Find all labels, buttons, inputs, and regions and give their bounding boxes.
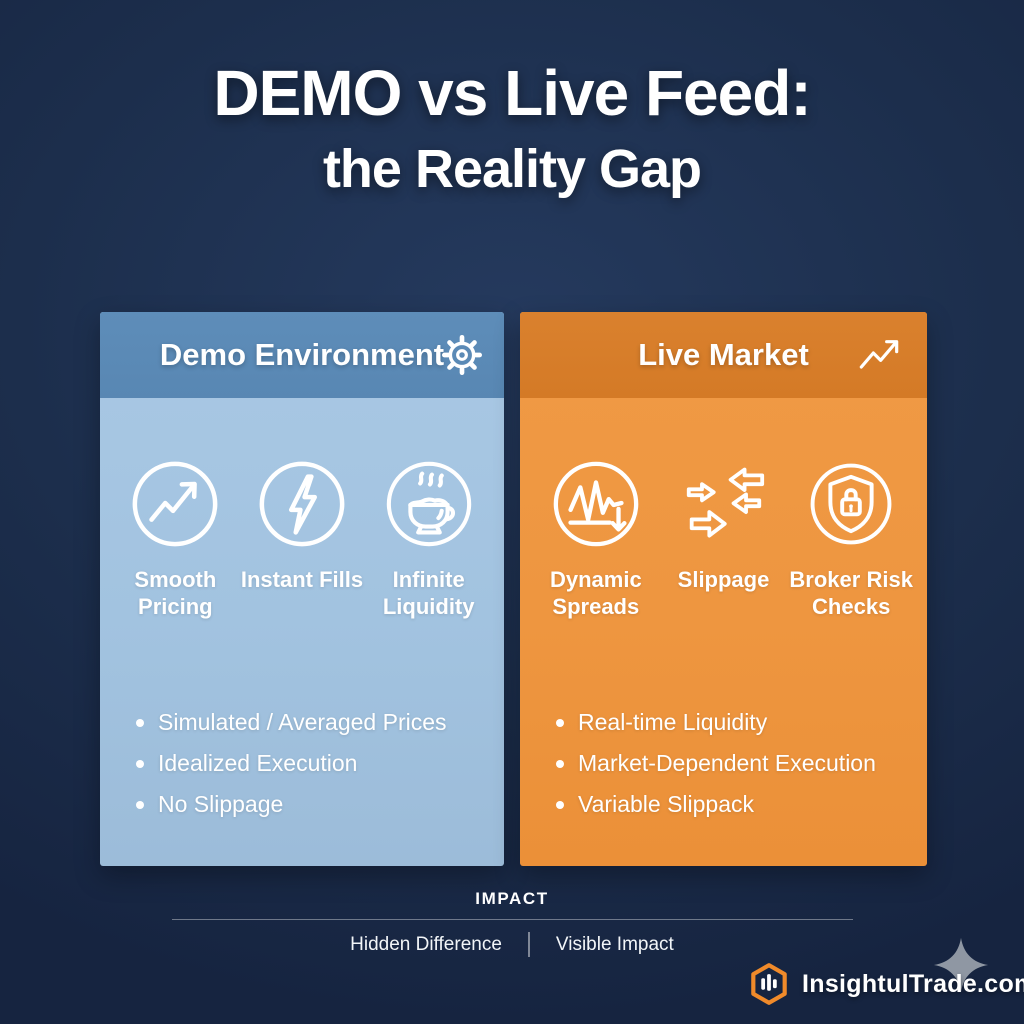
gear-icon: [442, 335, 482, 375]
feature-label: Instant Fills: [240, 567, 364, 592]
demo-panel-header: Demo Environment: [100, 312, 504, 398]
trend-up-chart-icon: [128, 456, 222, 552]
bullet-dot: [556, 719, 564, 727]
impact-left-label: Hidden Difference: [350, 933, 502, 955]
bullet-dot: [556, 759, 564, 768]
list-item: Market-Dependent Execution: [556, 749, 919, 779]
impact-labels-row: Hidden Difference Visible Impact: [0, 932, 1024, 957]
live-features: Dynamic Spreads Slippage: [520, 398, 927, 621]
title-line-2: the Reality Gap: [322, 139, 702, 199]
coffee-cup-icon: [382, 456, 476, 552]
title-line-1: DEMO vs Live Feed:: [213, 57, 811, 129]
feature-broker-risk-checks: Broker Risk Checks: [787, 456, 915, 621]
opposing-arrows-icon: [677, 456, 771, 552]
live-panel-header: Live Market: [520, 312, 927, 398]
feature-label: Broker Risk Checks: [789, 567, 913, 619]
shield-lock-icon: [806, 456, 896, 552]
impact-divider: [527, 932, 530, 957]
live-bullet-list: Real-time Liquidity Market-Dependent Exe…: [556, 708, 919, 831]
impact-section: IMPACT Hidden Difference Visible Impact: [0, 889, 1024, 957]
feature-label: Smooth Pricing: [134, 567, 217, 619]
bullet-dot: [136, 719, 144, 727]
sparkle-icon: [930, 934, 992, 996]
brand-name: InsightulTrade.com: [802, 969, 1024, 998]
bullet-dot: [136, 800, 144, 809]
impact-heading: IMPACT: [475, 889, 549, 908]
brand-footer: InsightulTrade.com: [746, 961, 1024, 1007]
hexagon-bars-logo-icon: [746, 961, 792, 1007]
live-panel: Live Market Dynami: [520, 312, 927, 866]
feature-label: Dynamic Spreads: [549, 567, 642, 619]
page-title: DEMO vs Live Feed: the Reality Gap: [0, 56, 1024, 200]
volatility-wave-icon: [549, 456, 643, 552]
list-item: Real-time Liquidity: [556, 708, 919, 738]
demo-features: Smooth Pricing Instant Fills: [100, 398, 504, 621]
live-panel-title: Live Market: [638, 337, 809, 372]
impact-right-label: Visible Impact: [555, 933, 674, 955]
feature-instant-fills: Instant Fills: [239, 456, 366, 621]
lightning-icon: [255, 456, 349, 552]
trending-arrow-icon: [855, 335, 905, 375]
list-item: Variable Slippack: [556, 790, 919, 820]
feature-label: Slippage: [677, 567, 770, 592]
list-item: Idealized Execution: [136, 749, 496, 779]
feature-label: Infinite Liquidity: [382, 567, 475, 619]
demo-bullet-list: Simulated / Averaged Prices Idealized Ex…: [136, 708, 496, 831]
bullet-dot: [136, 759, 144, 768]
list-item: No Slippage: [136, 790, 496, 820]
feature-smooth-pricing: Smooth Pricing: [112, 456, 239, 621]
feature-infinite-liquidity: Infinite Liquidity: [365, 456, 492, 621]
bullet-dot: [556, 800, 564, 809]
feature-slippage: Slippage: [660, 456, 788, 621]
demo-panel-title: Demo Environment: [159, 337, 445, 372]
impact-rule: [171, 919, 853, 920]
list-item: Simulated / Averaged Prices: [136, 708, 496, 738]
feature-dynamic-spreads: Dynamic Spreads: [532, 456, 660, 621]
demo-panel: Demo Environment: [100, 312, 504, 866]
